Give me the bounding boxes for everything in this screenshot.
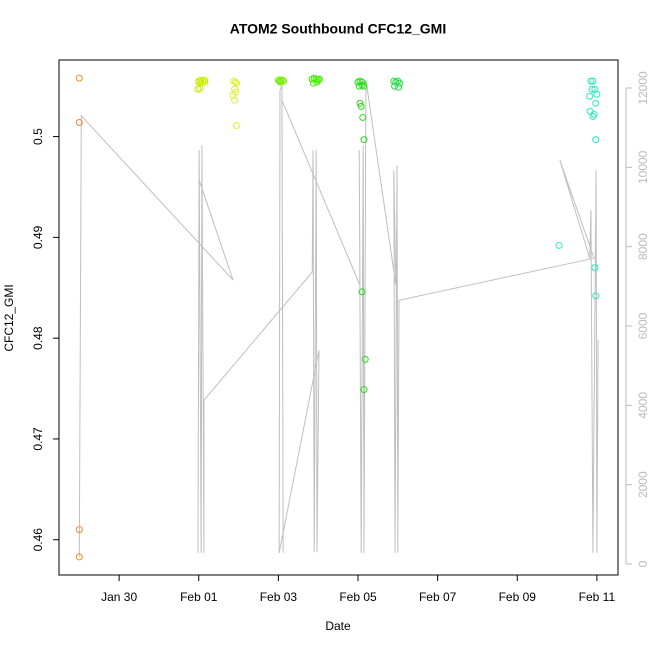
x-tick-label: Feb 07 bbox=[419, 590, 457, 604]
point bbox=[361, 355, 369, 363]
point bbox=[197, 79, 205, 87]
point bbox=[589, 77, 597, 85]
y2-tick-label: 4000 bbox=[636, 392, 650, 419]
x-tick-label: Feb 01 bbox=[180, 590, 218, 604]
point bbox=[75, 526, 83, 534]
point bbox=[356, 99, 364, 107]
point bbox=[391, 82, 399, 90]
point bbox=[591, 264, 599, 272]
point bbox=[360, 136, 368, 144]
y2-tick-label: 8000 bbox=[636, 233, 650, 260]
point bbox=[358, 81, 366, 89]
y2-tick-label: 0 bbox=[636, 560, 650, 567]
point bbox=[231, 78, 239, 86]
altitude-line bbox=[78, 79, 599, 557]
point bbox=[196, 84, 204, 92]
point bbox=[555, 241, 563, 249]
point bbox=[231, 96, 239, 104]
point bbox=[358, 288, 366, 296]
point bbox=[274, 76, 282, 84]
point bbox=[592, 136, 600, 144]
point bbox=[587, 77, 595, 85]
point bbox=[359, 113, 367, 121]
point bbox=[233, 79, 241, 87]
point bbox=[593, 90, 601, 98]
y2-tick-label: 6000 bbox=[636, 312, 650, 339]
point bbox=[75, 553, 83, 561]
point bbox=[313, 78, 321, 86]
x-tick-label: Feb 05 bbox=[339, 590, 377, 604]
y-tick-label: 0.46 bbox=[31, 528, 45, 552]
x-tick-label: Feb 03 bbox=[260, 590, 298, 604]
point bbox=[590, 110, 598, 118]
x-axis-label: Date bbox=[325, 619, 351, 633]
point bbox=[586, 92, 594, 100]
point bbox=[276, 78, 284, 86]
y-tick-label: 0.5 bbox=[31, 128, 45, 145]
point bbox=[229, 91, 237, 99]
point bbox=[309, 79, 317, 87]
y2-tick-label: 2000 bbox=[636, 471, 650, 498]
x-tick-label: Feb 09 bbox=[499, 590, 537, 604]
point bbox=[75, 74, 83, 82]
y2-tick-label: 10000 bbox=[636, 150, 650, 184]
point bbox=[233, 122, 241, 130]
chart-title: ATOM2 Southbound CFC12_GMI bbox=[230, 21, 446, 37]
plot-frame bbox=[58, 59, 619, 576]
y2-tick-label: 12000 bbox=[636, 71, 650, 105]
point bbox=[357, 102, 365, 110]
point bbox=[278, 76, 286, 84]
point bbox=[75, 118, 83, 126]
point bbox=[592, 99, 600, 107]
x-tick-label: Jan 30 bbox=[101, 590, 137, 604]
point bbox=[588, 85, 596, 93]
y-tick-label: 0.49 bbox=[31, 225, 45, 249]
y-tick-label: 0.48 bbox=[31, 326, 45, 350]
y-axis-label: CFC12_GMI bbox=[2, 284, 16, 351]
point bbox=[201, 78, 209, 86]
y-tick-label: 0.47 bbox=[31, 427, 45, 451]
x-tick-label: Feb 11 bbox=[579, 590, 616, 604]
point bbox=[360, 386, 368, 394]
point bbox=[395, 83, 403, 91]
point bbox=[280, 77, 288, 85]
point bbox=[396, 79, 404, 87]
point bbox=[592, 292, 600, 300]
